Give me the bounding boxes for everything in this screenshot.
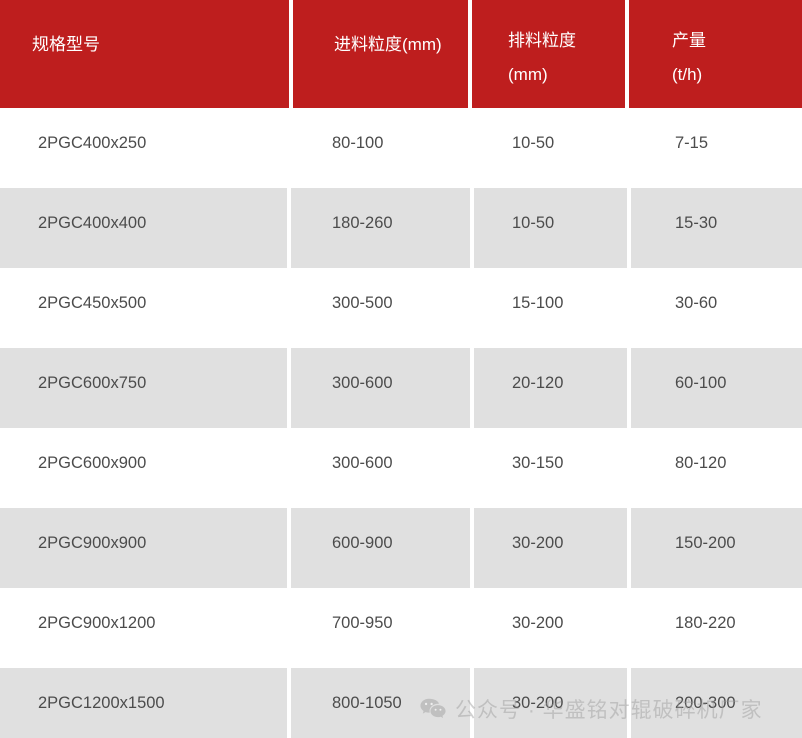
table-row: 2PGC400x250 80-100 10-50 7-15 (0, 108, 802, 188)
cell-feed-size: 800-1050 (291, 668, 470, 738)
cell-capacity: 180-220 (675, 614, 736, 632)
cell-model: 2PGC1200x1500 (0, 668, 287, 738)
cell-model: 2PGC600x900 (38, 454, 147, 472)
cell-feed-size: 180-260 (291, 188, 470, 268)
cell-discharge-size: 30-150 (512, 454, 564, 472)
cell-capacity: 30-60 (675, 294, 718, 312)
cell-model: 2PGC400x250 (38, 134, 147, 152)
cell-capacity: 7-15 (675, 134, 709, 152)
cell-model: 2PGC450x500 (38, 294, 147, 312)
column-header-feed-size: 进料粒度(mm) (289, 0, 470, 108)
table-body: 2PGC400x250 80-100 10-50 7-15 2PGC400x40… (0, 108, 802, 738)
cell-feed-size: 300-600 (291, 348, 470, 428)
column-header-capacity: 产量 (t/h) (625, 0, 802, 108)
cell-discharge-size: 30-200 (512, 614, 564, 632)
column-header-model: 规格型号 (0, 0, 291, 108)
column-header-discharge-size: 排料粒度 (mm) (468, 0, 627, 108)
table-row: 2PGC400x400 180-260 10-50 15-30 (0, 188, 802, 268)
table-row: 2PGC1200x1500 800-1050 30-200 200-300 (0, 668, 802, 738)
column-header-feed-size-line1: 进料粒度(mm) (334, 35, 442, 54)
table-row: 2PGC450x500 300-500 15-100 30-60 (0, 268, 802, 348)
column-header-discharge-size-line2: (mm) (508, 65, 548, 84)
cell-model: 2PGC600x750 (0, 348, 287, 428)
table-row: 2PGC900x900 600-900 30-200 150-200 (0, 508, 802, 588)
column-header-capacity-line2: (t/h) (672, 65, 703, 84)
table-row: 2PGC600x900 300-600 30-150 80-120 (0, 428, 802, 508)
column-header-discharge-size-line1: 排料粒度 (508, 31, 576, 50)
table-row: 2PGC900x1200 700-950 30-200 180-220 (0, 588, 802, 668)
column-header-model-line1: 规格型号 (32, 35, 100, 54)
cell-feed-size: 700-950 (332, 614, 393, 632)
table-header-row: 规格型号 进料粒度(mm) 排料粒度 (mm) 产量 (t/h) (0, 0, 802, 108)
cell-discharge-size: 10-50 (512, 134, 555, 152)
cell-capacity: 150-200 (631, 508, 802, 588)
cell-discharge-size: 10-50 (474, 188, 627, 268)
cell-feed-size: 300-500 (332, 294, 393, 312)
cell-discharge-size: 30-200 (474, 668, 627, 738)
column-header-capacity-line1: 产量 (672, 31, 706, 50)
cell-discharge-size: 15-100 (512, 294, 564, 312)
cell-capacity: 60-100 (631, 348, 802, 428)
cell-capacity: 15-30 (631, 188, 802, 268)
table-row: 2PGC600x750 300-600 20-120 60-100 (0, 348, 802, 428)
cell-feed-size: 600-900 (291, 508, 470, 588)
cell-model: 2PGC900x900 (0, 508, 287, 588)
cell-model: 2PGC900x1200 (38, 614, 156, 632)
cell-capacity: 80-120 (675, 454, 727, 472)
cell-discharge-size: 30-200 (474, 508, 627, 588)
cell-capacity: 200-300 (631, 668, 802, 738)
cell-feed-size: 80-100 (332, 134, 384, 152)
cell-feed-size: 300-600 (332, 454, 393, 472)
cell-discharge-size: 20-120 (474, 348, 627, 428)
cell-model: 2PGC400x400 (0, 188, 287, 268)
